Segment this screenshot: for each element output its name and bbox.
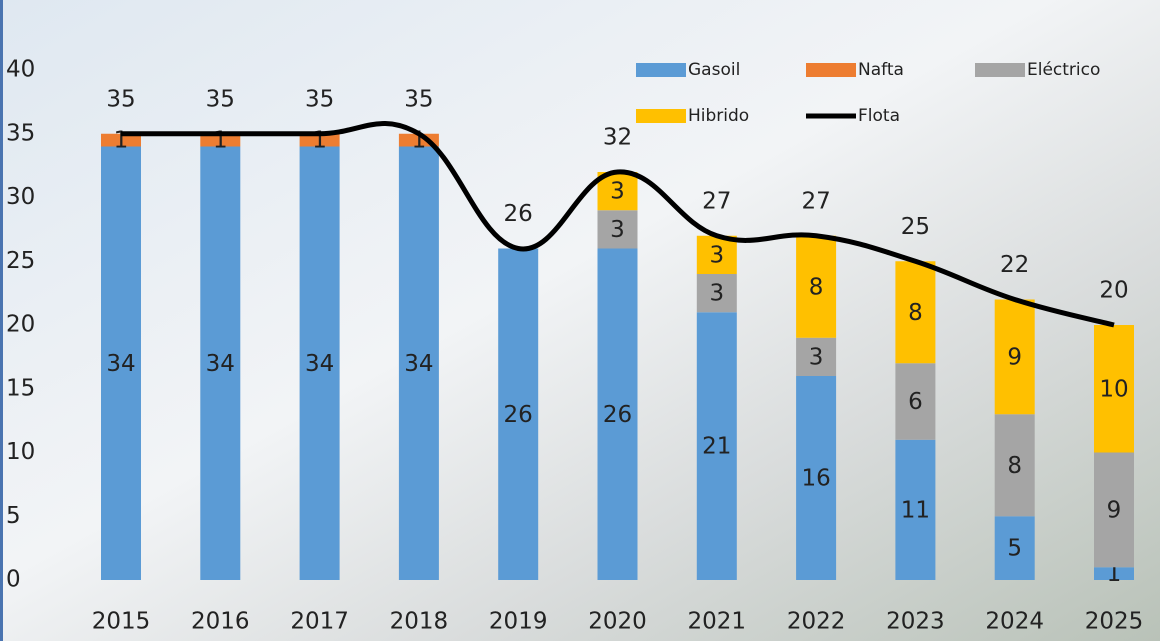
data-label: 35 xyxy=(305,86,334,112)
data-label: 22 xyxy=(1000,252,1029,278)
edge xyxy=(0,0,3,641)
bar-segment xyxy=(796,337,837,376)
bar-segment xyxy=(299,133,340,147)
data-label: 10 xyxy=(1099,376,1128,402)
x-tick-label: 2024 xyxy=(985,609,1044,635)
bar-segment xyxy=(1094,567,1134,580)
data-label: 34 xyxy=(404,351,433,377)
data-label: 34 xyxy=(305,351,334,377)
legend-swatch xyxy=(636,109,686,123)
bar-segment xyxy=(994,516,1035,580)
data-label: 8 xyxy=(908,300,923,326)
legend-label: Eléctrico xyxy=(1027,60,1100,80)
data-label: 3 xyxy=(610,217,625,243)
bar-segment xyxy=(597,248,638,580)
x-tick-label: 2017 xyxy=(290,609,349,635)
data-label: 3 xyxy=(809,344,824,370)
bar-segment xyxy=(696,274,737,313)
bar-segment xyxy=(994,414,1035,517)
bar-segment xyxy=(696,312,737,580)
data-label: 27 xyxy=(702,188,731,214)
bar-segment xyxy=(994,299,1035,415)
legend-label: Gasoil xyxy=(688,60,740,80)
line xyxy=(121,121,1115,328)
y-tick-label: 0 xyxy=(6,567,21,593)
data-label: 35 xyxy=(404,86,433,112)
y-tick-label: 30 xyxy=(6,184,35,210)
data-label: 6 xyxy=(908,389,923,415)
data-label: 3 xyxy=(610,179,625,205)
data-label: 9 xyxy=(1107,497,1122,523)
bar-segment xyxy=(895,439,936,580)
data-label: 32 xyxy=(603,125,632,151)
bar-segment xyxy=(597,210,638,249)
data-label: 35 xyxy=(106,86,135,112)
y-tick-label: 40 xyxy=(6,57,35,83)
bar-segment xyxy=(498,248,539,580)
y-tick-label: 25 xyxy=(6,248,35,274)
bar-segment xyxy=(1094,325,1134,453)
bar-segment xyxy=(895,363,936,440)
data-label: 8 xyxy=(1007,453,1022,479)
bar-segment xyxy=(796,376,837,580)
bar-segment xyxy=(1094,452,1134,568)
x-tick-label: 2016 xyxy=(191,609,250,635)
data-label: 9 xyxy=(1007,344,1022,370)
data-label: 20 xyxy=(1099,278,1128,304)
x-tick-label: 2022 xyxy=(787,609,846,635)
data-label: 21 xyxy=(702,434,731,460)
y-tick-label: 10 xyxy=(6,439,35,465)
x-tick-label: 2019 xyxy=(489,609,548,635)
data-label: 16 xyxy=(801,466,830,492)
bar-segment xyxy=(299,146,340,580)
data-label: 1 xyxy=(1107,561,1122,587)
x-tick-label: 2018 xyxy=(390,609,449,635)
data-label: 3 xyxy=(709,242,724,268)
legend-swatch xyxy=(806,63,856,77)
data-label: 34 xyxy=(106,351,135,377)
x-tick-label: 2015 xyxy=(92,609,151,635)
bar-segment xyxy=(101,146,141,580)
x-tick-label: 2025 xyxy=(1085,609,1144,635)
legend-label: Nafta xyxy=(858,60,904,80)
bar-segment xyxy=(200,146,241,580)
legend-swatch xyxy=(975,63,1025,77)
legend-swatch xyxy=(636,63,686,77)
legend-label: Hibrido xyxy=(688,106,749,126)
bar-segment xyxy=(796,235,837,338)
x-tick-label: 2023 xyxy=(886,609,945,635)
bar-segment xyxy=(895,261,936,364)
data-label: 25 xyxy=(901,214,930,240)
y-tick-label: 5 xyxy=(6,503,21,529)
data-label: 3 xyxy=(709,281,724,307)
y-tick-label: 15 xyxy=(6,375,35,401)
y-tick-label: 35 xyxy=(6,120,35,146)
data-label: 8 xyxy=(809,274,824,300)
bar-segment xyxy=(398,146,439,580)
x-tick-label: 2021 xyxy=(688,609,747,635)
bar-segment xyxy=(200,133,241,147)
data-label: 11 xyxy=(901,497,930,523)
data-label: 5 xyxy=(1007,536,1022,562)
bar-segment xyxy=(696,235,737,274)
y-tick-label: 20 xyxy=(6,312,35,338)
bar-segment xyxy=(101,133,141,147)
data-label: 35 xyxy=(206,86,235,112)
data-label: 26 xyxy=(603,402,632,428)
data-label: 27 xyxy=(801,188,830,214)
data-label: 26 xyxy=(504,201,533,227)
legend-label: Flota xyxy=(858,106,900,126)
data-label: 26 xyxy=(504,402,533,428)
x-tick-label: 2020 xyxy=(588,609,647,635)
data-label: 34 xyxy=(206,351,235,377)
